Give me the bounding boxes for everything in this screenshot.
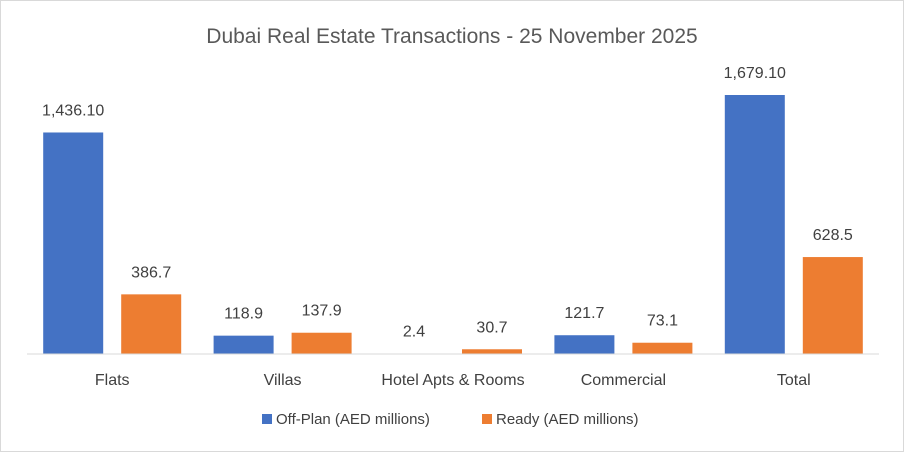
bar-off-plan-3 [554, 335, 615, 354]
bar-ready-1 [291, 332, 352, 354]
bar-ready-4 [802, 257, 863, 354]
data-label: 628.5 [813, 227, 853, 244]
category-label: Total [777, 372, 811, 389]
chart-title: Dubai Real Estate Transactions - 25 Nove… [206, 25, 697, 48]
data-label: 30.7 [476, 319, 507, 336]
data-label: 1,436.10 [42, 102, 104, 119]
category-label: Hotel Apts & Rooms [381, 372, 524, 389]
data-label: 137.9 [302, 303, 342, 320]
category-label: Flats [95, 372, 130, 389]
data-label: 121.7 [564, 305, 604, 322]
category-label: Villas [264, 372, 302, 389]
data-labels-group: 1,436.10 386.7 118.9 137.9 2.4 30.7 121.7 73.1 1… [42, 65, 853, 341]
legend-label-off-plan: Off-Plan (AED millions) [276, 411, 430, 428]
bar-ready-0 [121, 294, 182, 354]
bar-ready-2 [462, 349, 522, 354]
category-labels-group: Flats Villas Hotel Apts & Rooms Commercial T… [95, 372, 811, 389]
legend-label-ready: Ready (AED millions) [496, 411, 639, 428]
legend-swatch-off-plan [262, 414, 272, 424]
legend-swatch-ready [482, 414, 492, 424]
data-label: 2.4 [403, 324, 425, 341]
data-label: 73.1 [647, 313, 678, 330]
data-label: 1,679.10 [724, 65, 786, 82]
data-label: 386.7 [131, 264, 171, 281]
legend: Off-Plan (AED millions) Ready (AED millio… [262, 411, 639, 428]
bars-group [43, 95, 863, 354]
category-label: Commercial [581, 372, 666, 389]
bar-ready-3 [632, 342, 693, 354]
bar-off-plan-4 [724, 95, 785, 354]
bar-off-plan-0 [43, 132, 104, 354]
data-label: 118.9 [224, 306, 263, 323]
bar-off-plan-1 [213, 335, 274, 354]
